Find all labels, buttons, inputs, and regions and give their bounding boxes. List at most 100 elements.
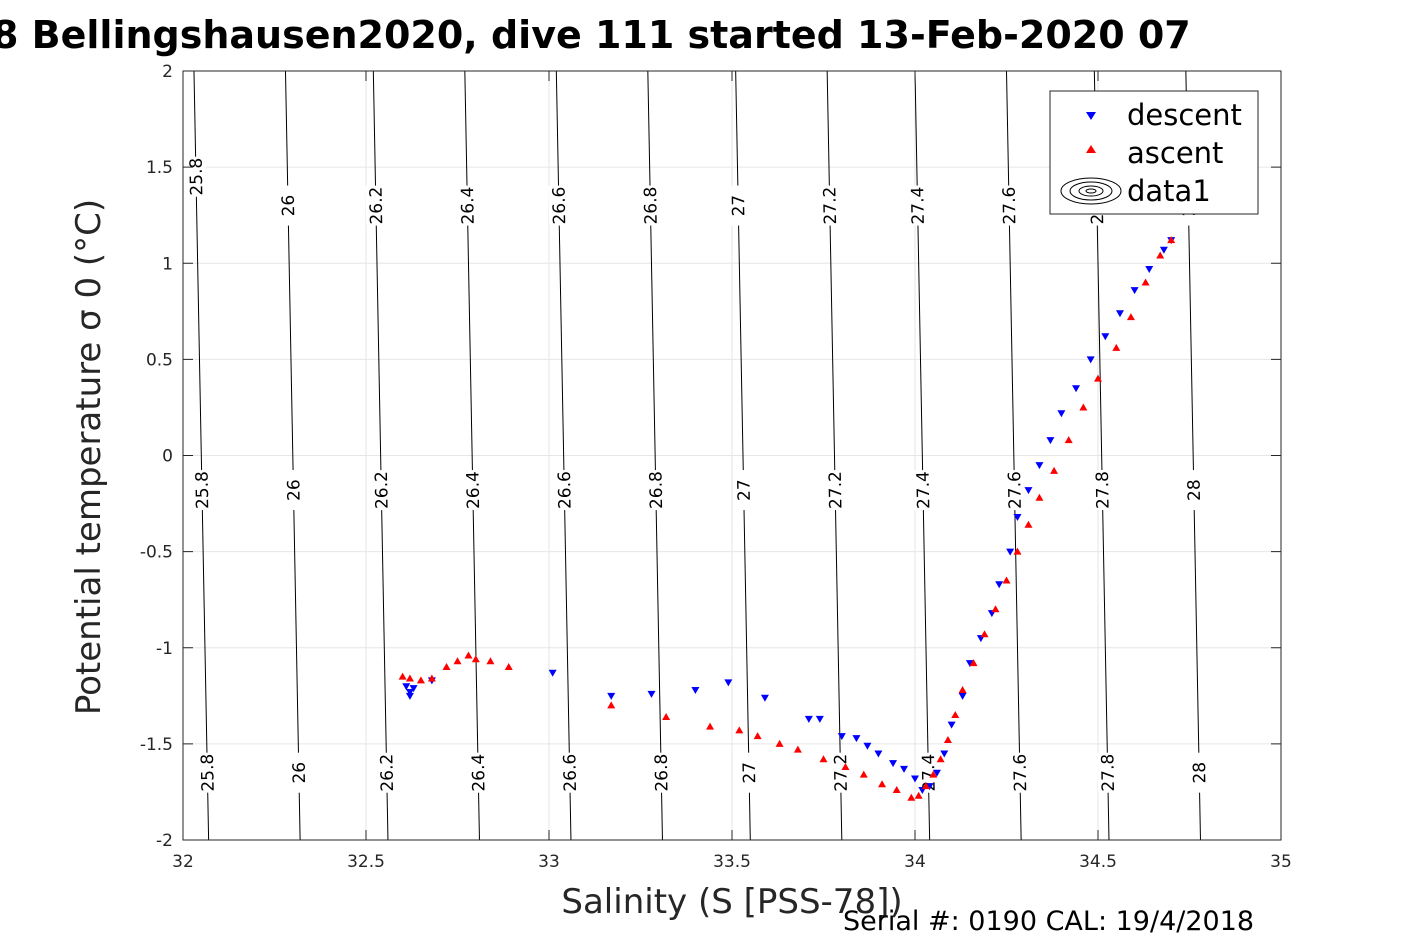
legend: descent ascent data1 (1049, 90, 1259, 215)
ascent-point (486, 657, 495, 665)
ascent-point (504, 662, 513, 670)
contour-label-mask (1188, 752, 1210, 793)
contour-label: 27.2 (820, 186, 841, 224)
descent-point (815, 715, 824, 723)
contour-label-mask (191, 469, 213, 511)
contour-label-mask (819, 185, 841, 226)
ascent-point (991, 605, 1000, 613)
ascent-point (1002, 576, 1011, 584)
contour-label-mask (912, 469, 934, 511)
legend-descent-entry: descent (1086, 98, 1242, 132)
x-tick-label: 32.5 (347, 852, 385, 872)
contour-label-mask (824, 469, 846, 511)
contour-label-mask (467, 752, 489, 793)
legend-data1-entry: data1 (1060, 174, 1211, 208)
contour-line-group: 26.6 26.6 26.6 (548, 70, 581, 841)
descent-point (925, 783, 934, 791)
contour-label-mask (462, 469, 484, 511)
legend-data1-label: data1 (1127, 174, 1211, 208)
ascent-point (958, 686, 967, 694)
ascent-point (405, 674, 414, 682)
contour-line-group: 26 26 26 (277, 70, 310, 841)
contour-label-mask (196, 752, 218, 793)
contour-label-mask (1009, 752, 1031, 793)
ascent-point (471, 655, 480, 663)
ascent-point (951, 711, 960, 719)
descent-point (1013, 514, 1022, 522)
legend-ascent-entry: ascent (1086, 136, 1223, 170)
contour-label-mask (998, 185, 1020, 226)
contour-label: 26.6 (555, 471, 576, 509)
contour-label: 26.6 (560, 754, 581, 792)
y-tick-label: 0 (162, 447, 173, 467)
descent-point (911, 775, 919, 783)
chart-title: 8 Bellingshausen2020, dive 111 started 1… (0, 13, 1191, 57)
ascent-point (907, 793, 916, 801)
contour-label-mask (830, 752, 851, 793)
contour-line-group: 27 27 27 (727, 70, 760, 841)
contour-label-mask (1183, 469, 1205, 511)
contour-label: 27 (734, 479, 754, 501)
contour-label: 27 (729, 195, 749, 217)
contour-label: 26.4 (469, 754, 490, 792)
x-tick-label: 32 (172, 852, 194, 872)
ascent-point (878, 780, 887, 788)
contour-label: 27.2 (826, 471, 847, 509)
contour-label-mask (650, 752, 672, 793)
ascent-point (921, 782, 930, 790)
ascent-point (819, 755, 828, 763)
legend-descent-label: descent (1127, 98, 1242, 132)
y-tick-label: -1.5 (140, 735, 173, 755)
ascent-point (914, 791, 923, 799)
legend-ascent-marker (1086, 145, 1096, 153)
contour-label: 26.8 (641, 186, 662, 224)
contour-label-mask (1091, 469, 1113, 511)
y-axis-label: Potential temperature σ 0 (°C) (69, 199, 109, 715)
ascent-point (1141, 278, 1150, 286)
descent-point (1035, 462, 1044, 470)
contour-line (193, 70, 210, 841)
contour-label-mask (548, 185, 570, 226)
descent-point (900, 765, 909, 773)
contour-label: 26.2 (372, 471, 393, 509)
ascent-point (442, 662, 451, 670)
y-tick-label: 1.5 (146, 158, 173, 178)
contour-label: 26.4 (463, 471, 484, 509)
descent-point (837, 733, 846, 741)
contour-label-mask (1004, 469, 1025, 511)
contour-label: 27.4 (919, 754, 940, 792)
contour-label-mask (457, 185, 478, 226)
descent-point (691, 687, 700, 695)
descent-point (940, 750, 949, 758)
legend-ascent-label: ascent (1127, 136, 1223, 170)
ascent-point (1126, 313, 1135, 321)
x-tick-label: 35 (1270, 852, 1292, 872)
contour-label-mask (277, 185, 299, 226)
y-axis-ticks: -2 -1.5 -1 -0.5 0 0.5 1 1.5 2 (140, 62, 1281, 851)
ascent-point (1064, 436, 1073, 444)
descent-point (1130, 287, 1139, 295)
contour-label: 26.2 (377, 754, 398, 792)
descent-point (405, 688, 414, 696)
y-tick-label: -1 (156, 639, 173, 659)
x-tick-label: 34 (904, 852, 926, 872)
ascent-point (1167, 236, 1176, 244)
descent-point (965, 660, 974, 668)
descent-point (958, 692, 967, 700)
ascent-point (793, 745, 802, 753)
ascent-point (706, 722, 715, 730)
contour-label-mask (640, 185, 661, 226)
descent-point (405, 692, 414, 700)
ascent-point (464, 651, 473, 659)
descent-point (548, 669, 557, 677)
descent-point (852, 735, 861, 743)
contour-label: 26.2 (367, 186, 388, 224)
descent-point (1159, 246, 1168, 254)
ascent-point (607, 701, 616, 709)
contour-line-group: 27.6 27.6 27.6 (998, 70, 1031, 841)
ascent-series (398, 236, 1176, 801)
ascent-point (427, 674, 436, 682)
descent-point (409, 685, 418, 693)
contour-label: 26.6 (550, 186, 571, 224)
contour-label-mask (917, 752, 939, 793)
